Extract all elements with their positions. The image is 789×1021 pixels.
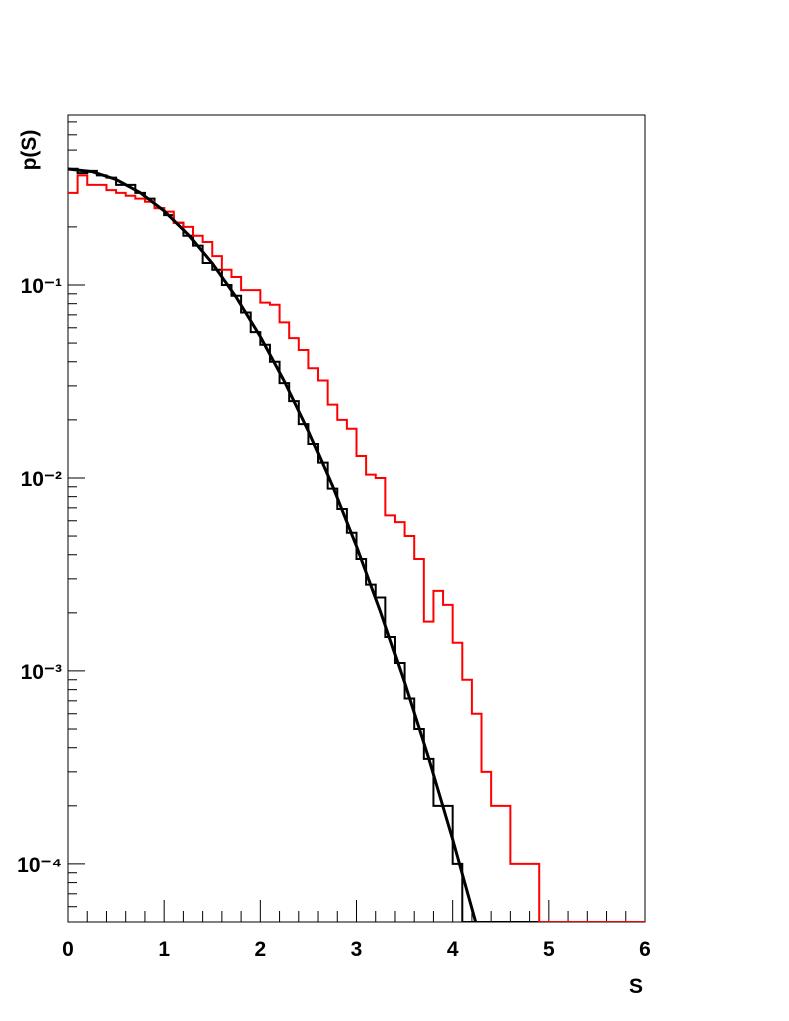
- histogram: [68, 174, 645, 922]
- x-tick-label: 1: [158, 938, 170, 961]
- x-tick-label: 0: [62, 938, 74, 961]
- y-tick-label: 10⁻¹: [21, 275, 62, 298]
- x-tick-label: 3: [351, 938, 363, 961]
- y-tick-label: 10⁻²: [21, 468, 62, 491]
- x-tick-label: 2: [254, 938, 266, 961]
- plot-frame: [67, 114, 646, 923]
- x-tick-label: 6: [639, 938, 651, 961]
- fit-curve: [68, 167, 478, 922]
- y-tick-label: 10⁻⁴: [17, 854, 62, 877]
- x-tick-label: 4: [447, 938, 459, 961]
- plot-area: [68, 167, 645, 922]
- y-tick-label: 10⁻³: [21, 661, 62, 684]
- x-tick-label: 5: [543, 938, 555, 961]
- x-axis-label: S: [629, 975, 643, 998]
- y-axis-label: p(S): [18, 130, 41, 171]
